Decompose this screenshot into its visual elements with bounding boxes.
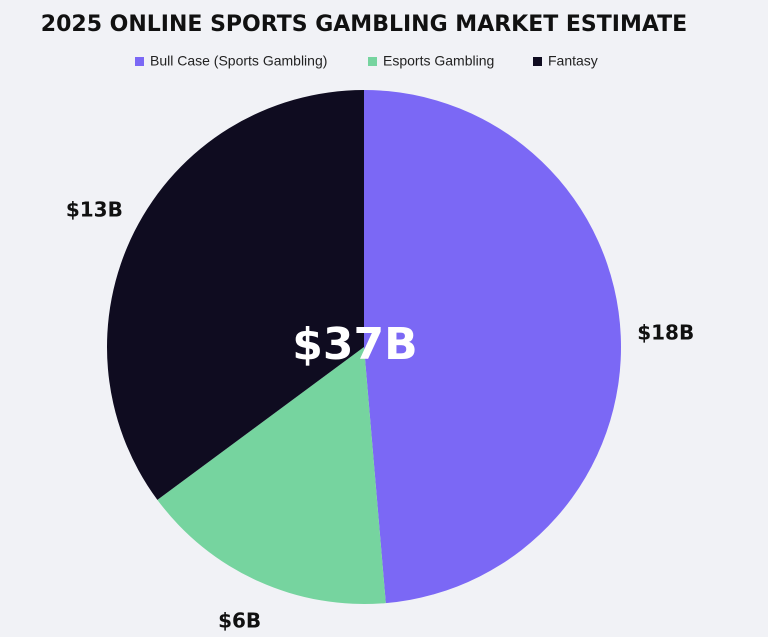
legend-swatch <box>135 57 144 66</box>
legend-label: Fantasy <box>548 53 598 69</box>
legend-label: Esports Gambling <box>383 53 494 69</box>
legend-label: Bull Case (Sports Gambling) <box>150 53 327 69</box>
chart-title: 2025 ONLINE SPORTS GAMBLING MARKET ESTIM… <box>41 12 687 37</box>
data-label: $13B <box>66 198 123 222</box>
legend: Bull Case (Sports Gambling) Esports Gambl… <box>135 53 598 69</box>
legend-swatch <box>368 57 377 66</box>
pie-slice <box>106 90 364 500</box>
pie-slice <box>364 90 621 604</box>
pie <box>106 90 621 605</box>
pie-slice <box>157 347 386 605</box>
data-label: $18B <box>637 321 694 345</box>
data-label: $6B <box>218 609 261 633</box>
legend-swatch <box>533 57 542 66</box>
center-label: $37B <box>292 319 417 370</box>
